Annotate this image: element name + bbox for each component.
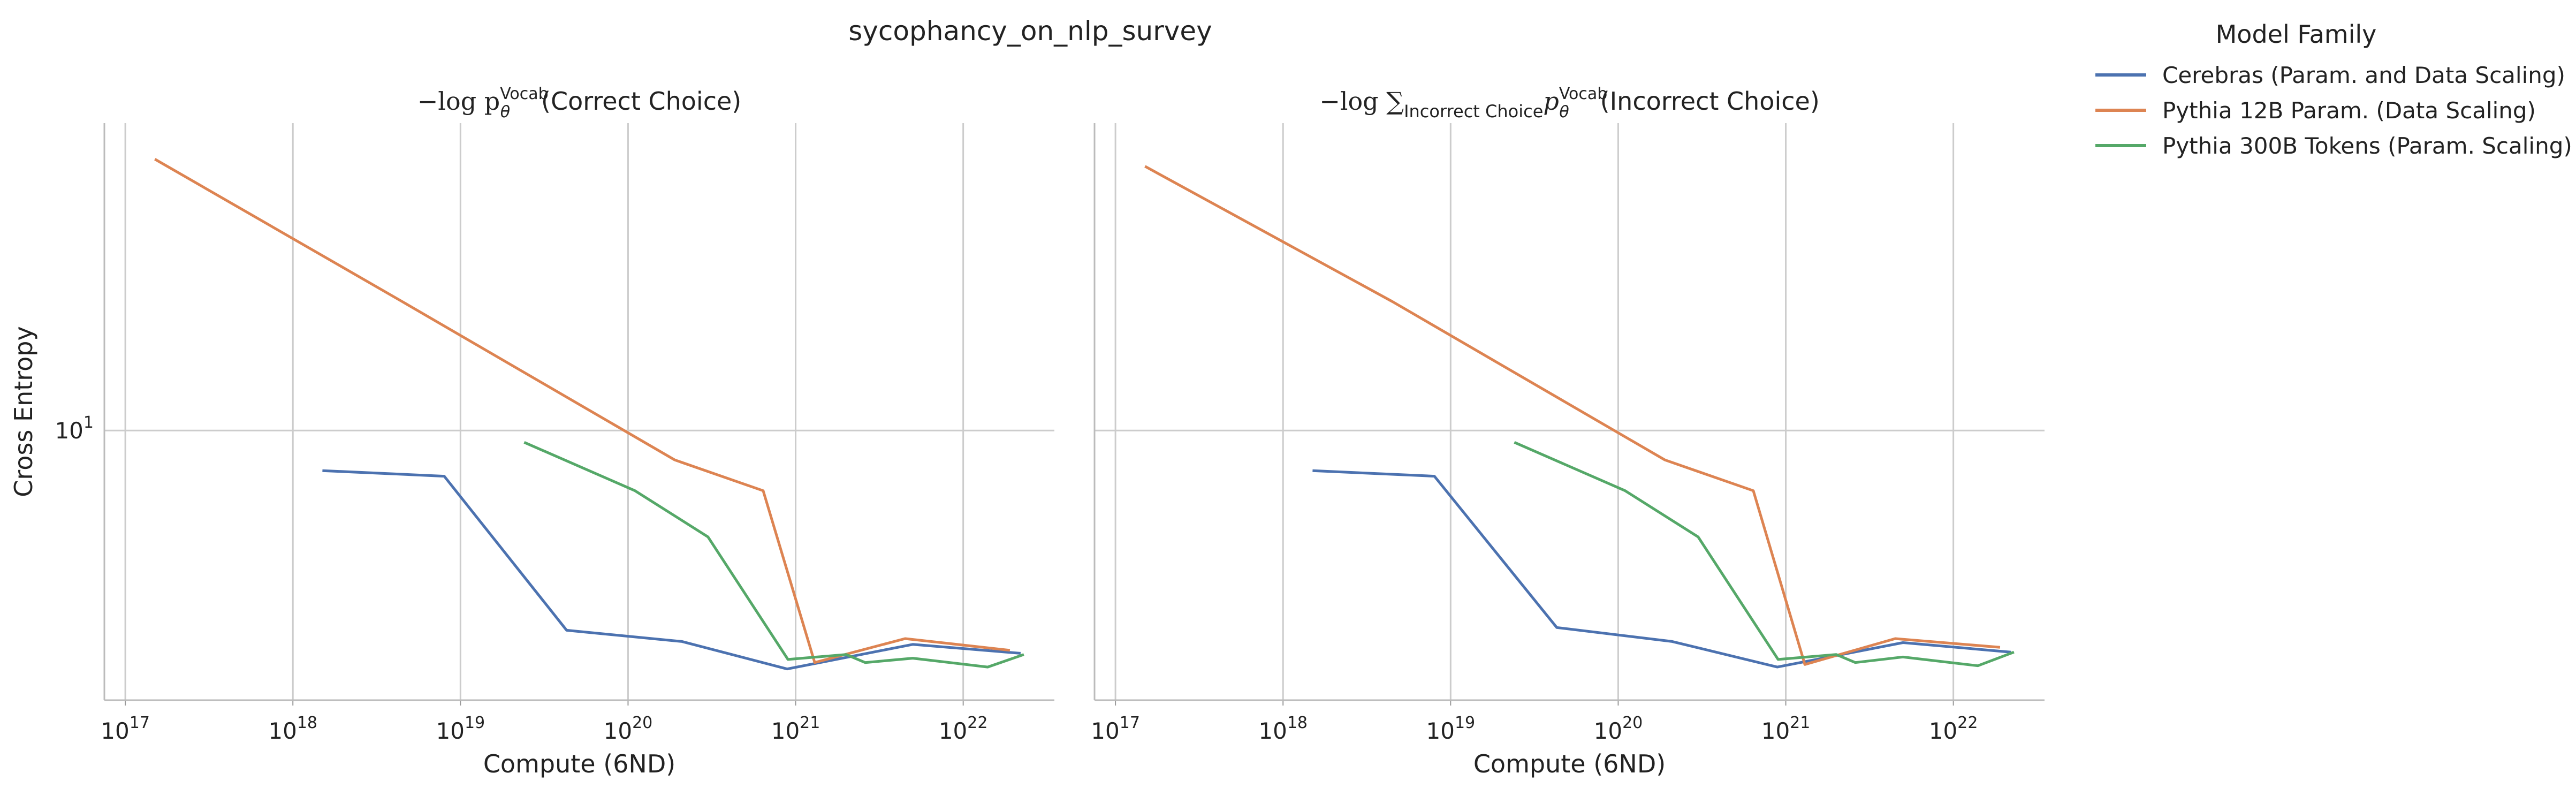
x-axis-label: Compute (6ND) bbox=[483, 749, 675, 778]
x-tick-label: 1020 bbox=[1594, 714, 1643, 744]
x-tick-label: 1022 bbox=[939, 714, 988, 744]
x-tick-label: 1020 bbox=[604, 714, 653, 744]
x-tick-label: 1022 bbox=[1929, 714, 1978, 744]
x-tick-label: 1018 bbox=[1258, 714, 1308, 744]
chart-panel-1: 1017 1018 1019 1020 1021 1022 101 Compute (6ND)… bbox=[9, 85, 1054, 778]
legend-label: Pythia 300B Tokens (Param. Scaling) bbox=[2162, 133, 2572, 159]
legend-label: Pythia 12B Param. (Data Scaling) bbox=[2162, 97, 2536, 124]
x-tick-label: 1017 bbox=[1091, 714, 1140, 744]
series-line-3 bbox=[523, 441, 1024, 669]
series-line-1 bbox=[1312, 469, 2011, 669]
series-line-1 bbox=[322, 469, 1021, 671]
chart-panel-2: 1017 1018 1019 1020 1021 1022 Compute (6ND) −lo… bbox=[1091, 85, 2045, 778]
x-tick-label: 1021 bbox=[771, 714, 820, 744]
x-tick-label: 1017 bbox=[101, 714, 150, 744]
y-axis-label: Cross Entropy bbox=[9, 326, 38, 497]
x-tick-label: 1019 bbox=[1426, 714, 1476, 744]
y-tick-label: 101 bbox=[55, 413, 94, 444]
x-tick-label: 1021 bbox=[1761, 714, 1811, 744]
legend-item: Cerebras (Param. and Data Scaling) bbox=[2095, 62, 2565, 88]
legend: Model Family Cerebras (Param. and Data Sc… bbox=[2095, 20, 2572, 159]
legend-title: Model Family bbox=[2216, 20, 2377, 49]
legend-label: Cerebras (Param. and Data Scaling) bbox=[2162, 62, 2565, 88]
panel-title: −log ∑Incorrect ChoicepVocab θ (Incorrect … bbox=[1319, 85, 1820, 122]
legend-item: Pythia 12B Param. (Data Scaling) bbox=[2095, 97, 2536, 124]
legend-item: Pythia 300B Tokens (Param. Scaling) bbox=[2095, 133, 2572, 159]
panel-title: −log pVocab θ (Correct Choice) bbox=[417, 85, 742, 122]
series-line-2 bbox=[1144, 165, 2001, 666]
x-tick-label: 1019 bbox=[436, 714, 485, 744]
x-tick-label: 1018 bbox=[268, 714, 317, 744]
series-line-3 bbox=[1514, 441, 2015, 668]
figure-suptitle: sycophancy_on_nlp_survey bbox=[848, 16, 1212, 47]
series-line-2 bbox=[154, 158, 1010, 664]
x-axis-label: Compute (6ND) bbox=[1473, 749, 1666, 778]
